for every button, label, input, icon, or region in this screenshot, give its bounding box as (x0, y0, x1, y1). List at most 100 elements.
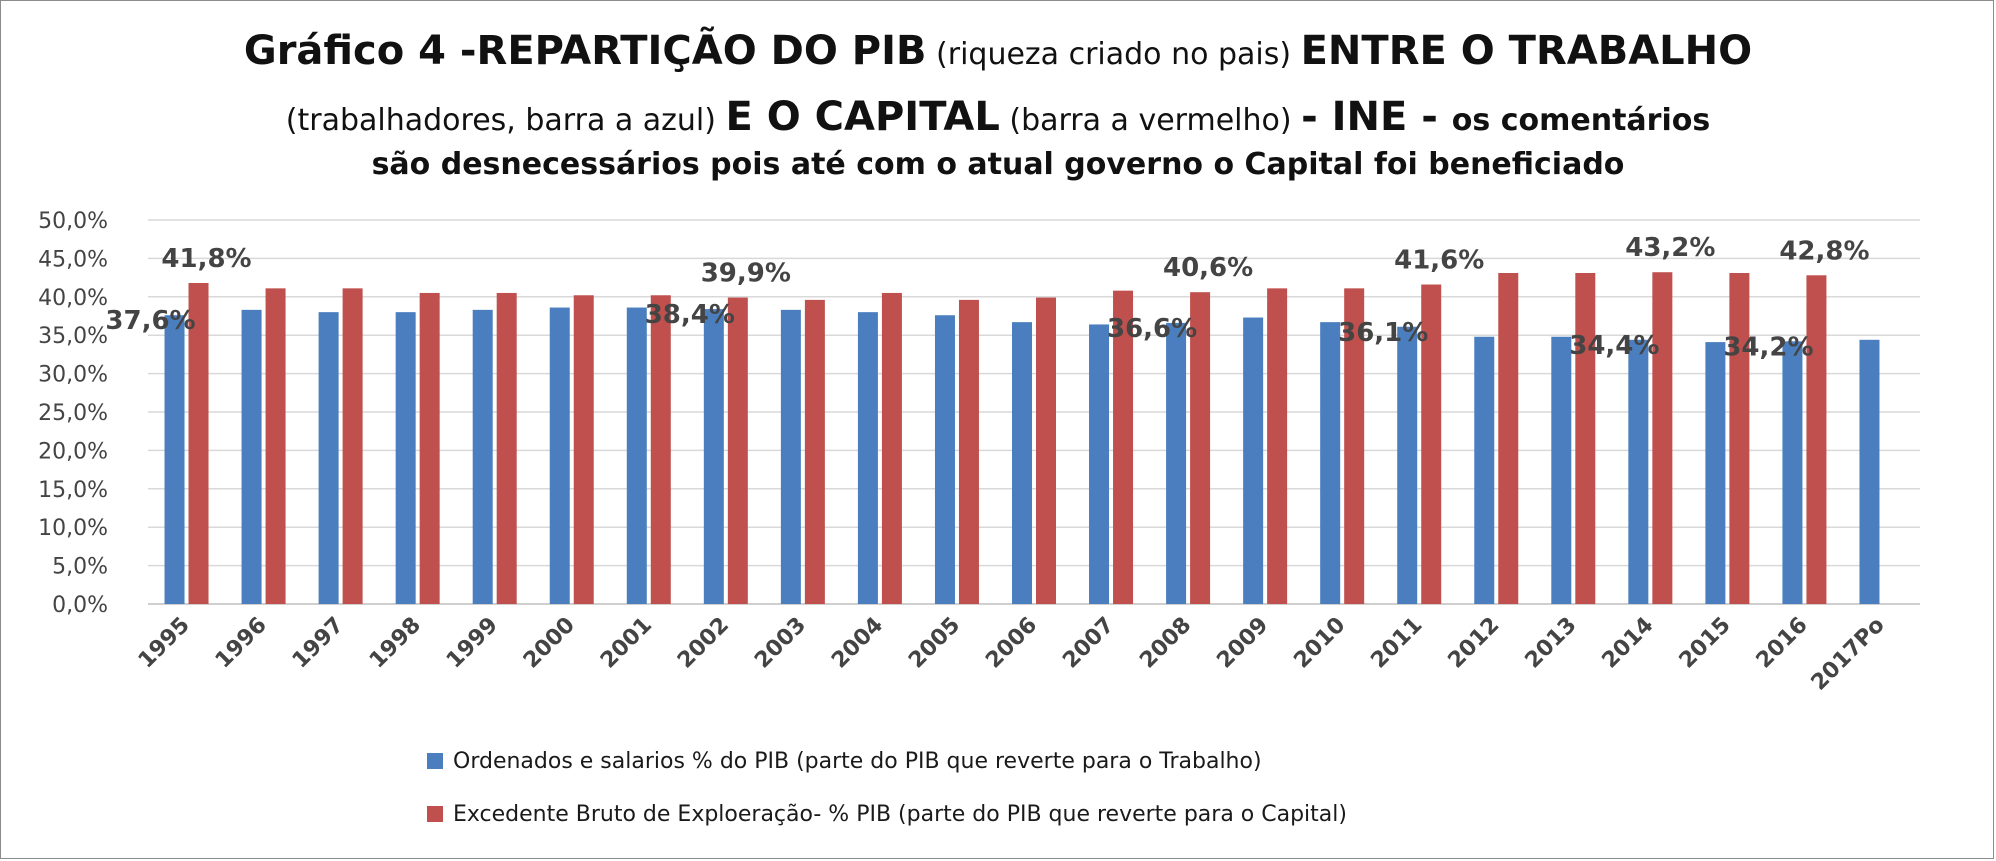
x-tick-label: 2007 (1058, 613, 1119, 674)
bar-trabalho (1397, 326, 1418, 604)
data-label: 36,6% (1107, 314, 1197, 344)
chart-title-line-3: são desnecessários pois até com o atual … (0, 147, 1996, 182)
y-tick-label: 30,0% (38, 363, 108, 388)
bar-capital (1421, 284, 1442, 604)
title-bold-a: Gráfico 4 -REPARTIÇÃO DO PIB (243, 28, 927, 74)
data-label: 34,2% (1723, 332, 1813, 362)
bar-capital (1113, 290, 1134, 604)
x-tick-label: 2014 (1598, 613, 1659, 674)
title-normal-a: (riqueza criado no pais) (926, 37, 1301, 72)
bar-trabalho (626, 307, 647, 604)
bar-capital (1190, 292, 1211, 604)
bar-capital (1652, 272, 1673, 604)
data-label: 38,4% (645, 300, 735, 330)
bar-trabalho (1551, 336, 1572, 604)
y-tick-label: 45,0% (38, 247, 108, 272)
x-tick-label: 2009 (1212, 613, 1273, 674)
data-label: 43,2% (1625, 233, 1715, 263)
title-line-3-text: são desnecessários pois até com o atual … (371, 147, 1625, 182)
bar-capital (496, 292, 517, 604)
x-tick-label: 1998 (365, 613, 426, 674)
x-tick-label: 2010 (1289, 613, 1350, 674)
data-label: 34,4% (1569, 331, 1659, 361)
legend-swatch-capital (427, 806, 443, 822)
y-tick-label: 35,0% (38, 324, 108, 349)
data-label: 37,6% (105, 306, 195, 336)
bar-trabalho (549, 307, 570, 604)
bar-trabalho (1628, 339, 1649, 604)
legend-label-capital: Excedente Bruto de Exploeração- % PIB (p… (453, 801, 1347, 827)
data-label: 41,8% (161, 244, 251, 274)
x-tick-label: 2002 (673, 613, 734, 674)
title-bold-small: os comentários (1451, 103, 1711, 138)
bar-trabalho (703, 309, 724, 604)
bar-capital (342, 288, 363, 604)
bar-capital (881, 292, 902, 604)
x-tick-label: 2001 (596, 613, 657, 674)
bar-trabalho (1089, 324, 1110, 604)
data-label: 39,9% (701, 259, 791, 289)
bar-capital (188, 282, 209, 604)
bar-trabalho (857, 312, 878, 604)
x-tick-label: 1996 (211, 613, 272, 674)
x-tick-label: 2008 (1135, 613, 1196, 674)
bar-capital (265, 288, 286, 604)
x-tick-label: 2017Po (1807, 613, 1890, 696)
bar-capital (727, 297, 748, 604)
title-normal-b: (trabalhadores, barra a azul) (285, 103, 726, 138)
bar-trabalho (1474, 336, 1495, 604)
y-tick-label: 25,0% (38, 401, 108, 426)
y-tick-label: 15,0% (38, 478, 108, 503)
bar-capital (1498, 272, 1519, 604)
x-tick-label: 2005 (904, 613, 965, 674)
x-tick-label: 2013 (1521, 613, 1582, 674)
chart-title-line-1: Gráfico 4 -REPARTIÇÃO DO PIB (riqueza cr… (0, 28, 1996, 74)
x-tick-label: 1999 (442, 613, 503, 674)
chart-title-line-2: (trabalhadores, barra a azul) E O CAPITA… (0, 94, 1996, 140)
x-tick-label: 2004 (827, 613, 888, 674)
title-bold-b: ENTRE O TRABALHO (1300, 28, 1753, 74)
bar-capital (1344, 288, 1365, 604)
bar-capital (1036, 297, 1056, 604)
x-tick-label: 1997 (288, 613, 349, 674)
y-tick-label: 5,0% (52, 555, 108, 580)
legend-item-capital: Excedente Bruto de Exploeração- % PIB (p… (427, 801, 1347, 827)
bar-trabalho (395, 312, 416, 604)
bar-capital (1267, 288, 1288, 604)
bar-trabalho (1859, 339, 1880, 604)
bar-trabalho (241, 309, 262, 604)
bar-capital (1806, 275, 1827, 604)
bar-capital (804, 299, 825, 604)
bar-trabalho (780, 309, 801, 604)
bar-trabalho (1705, 342, 1726, 604)
bar-trabalho (1320, 322, 1341, 604)
bar-trabalho (472, 309, 493, 604)
data-label: 36,1% (1338, 318, 1428, 348)
y-tick-label: 0,0% (52, 593, 108, 618)
bar-capital (419, 292, 440, 604)
y-tick-label: 20,0% (38, 439, 108, 464)
bar-trabalho (1166, 322, 1187, 604)
x-tick-label: 2011 (1366, 613, 1427, 674)
x-tick-label: 2003 (750, 613, 811, 674)
legend-swatch-trabalho (427, 753, 443, 769)
legend-label-trabalho: Ordenados e salarios % do PIB (parte do … (453, 748, 1262, 774)
data-label: 42,8% (1779, 236, 1869, 266)
bar-capital (1729, 272, 1750, 604)
x-tick-label: 2006 (981, 613, 1042, 674)
bar-trabalho (1243, 317, 1264, 604)
bar-capital (958, 299, 979, 604)
bar-capital (1575, 272, 1596, 604)
y-tick-label: 50,0% (38, 209, 108, 234)
bar-trabalho (164, 315, 185, 604)
y-tick-label: 10,0% (38, 516, 108, 541)
bar-trabalho (1782, 341, 1803, 604)
title-bold-c: E O CAPITAL (725, 94, 1000, 140)
legend-item-trabalho: Ordenados e salarios % do PIB (parte do … (427, 748, 1262, 774)
x-tick-label: 1995 (134, 613, 195, 674)
x-tick-label: 2016 (1752, 613, 1813, 674)
bar-trabalho (934, 315, 955, 604)
bar-trabalho (318, 312, 339, 604)
x-tick-label: 2000 (519, 613, 580, 674)
